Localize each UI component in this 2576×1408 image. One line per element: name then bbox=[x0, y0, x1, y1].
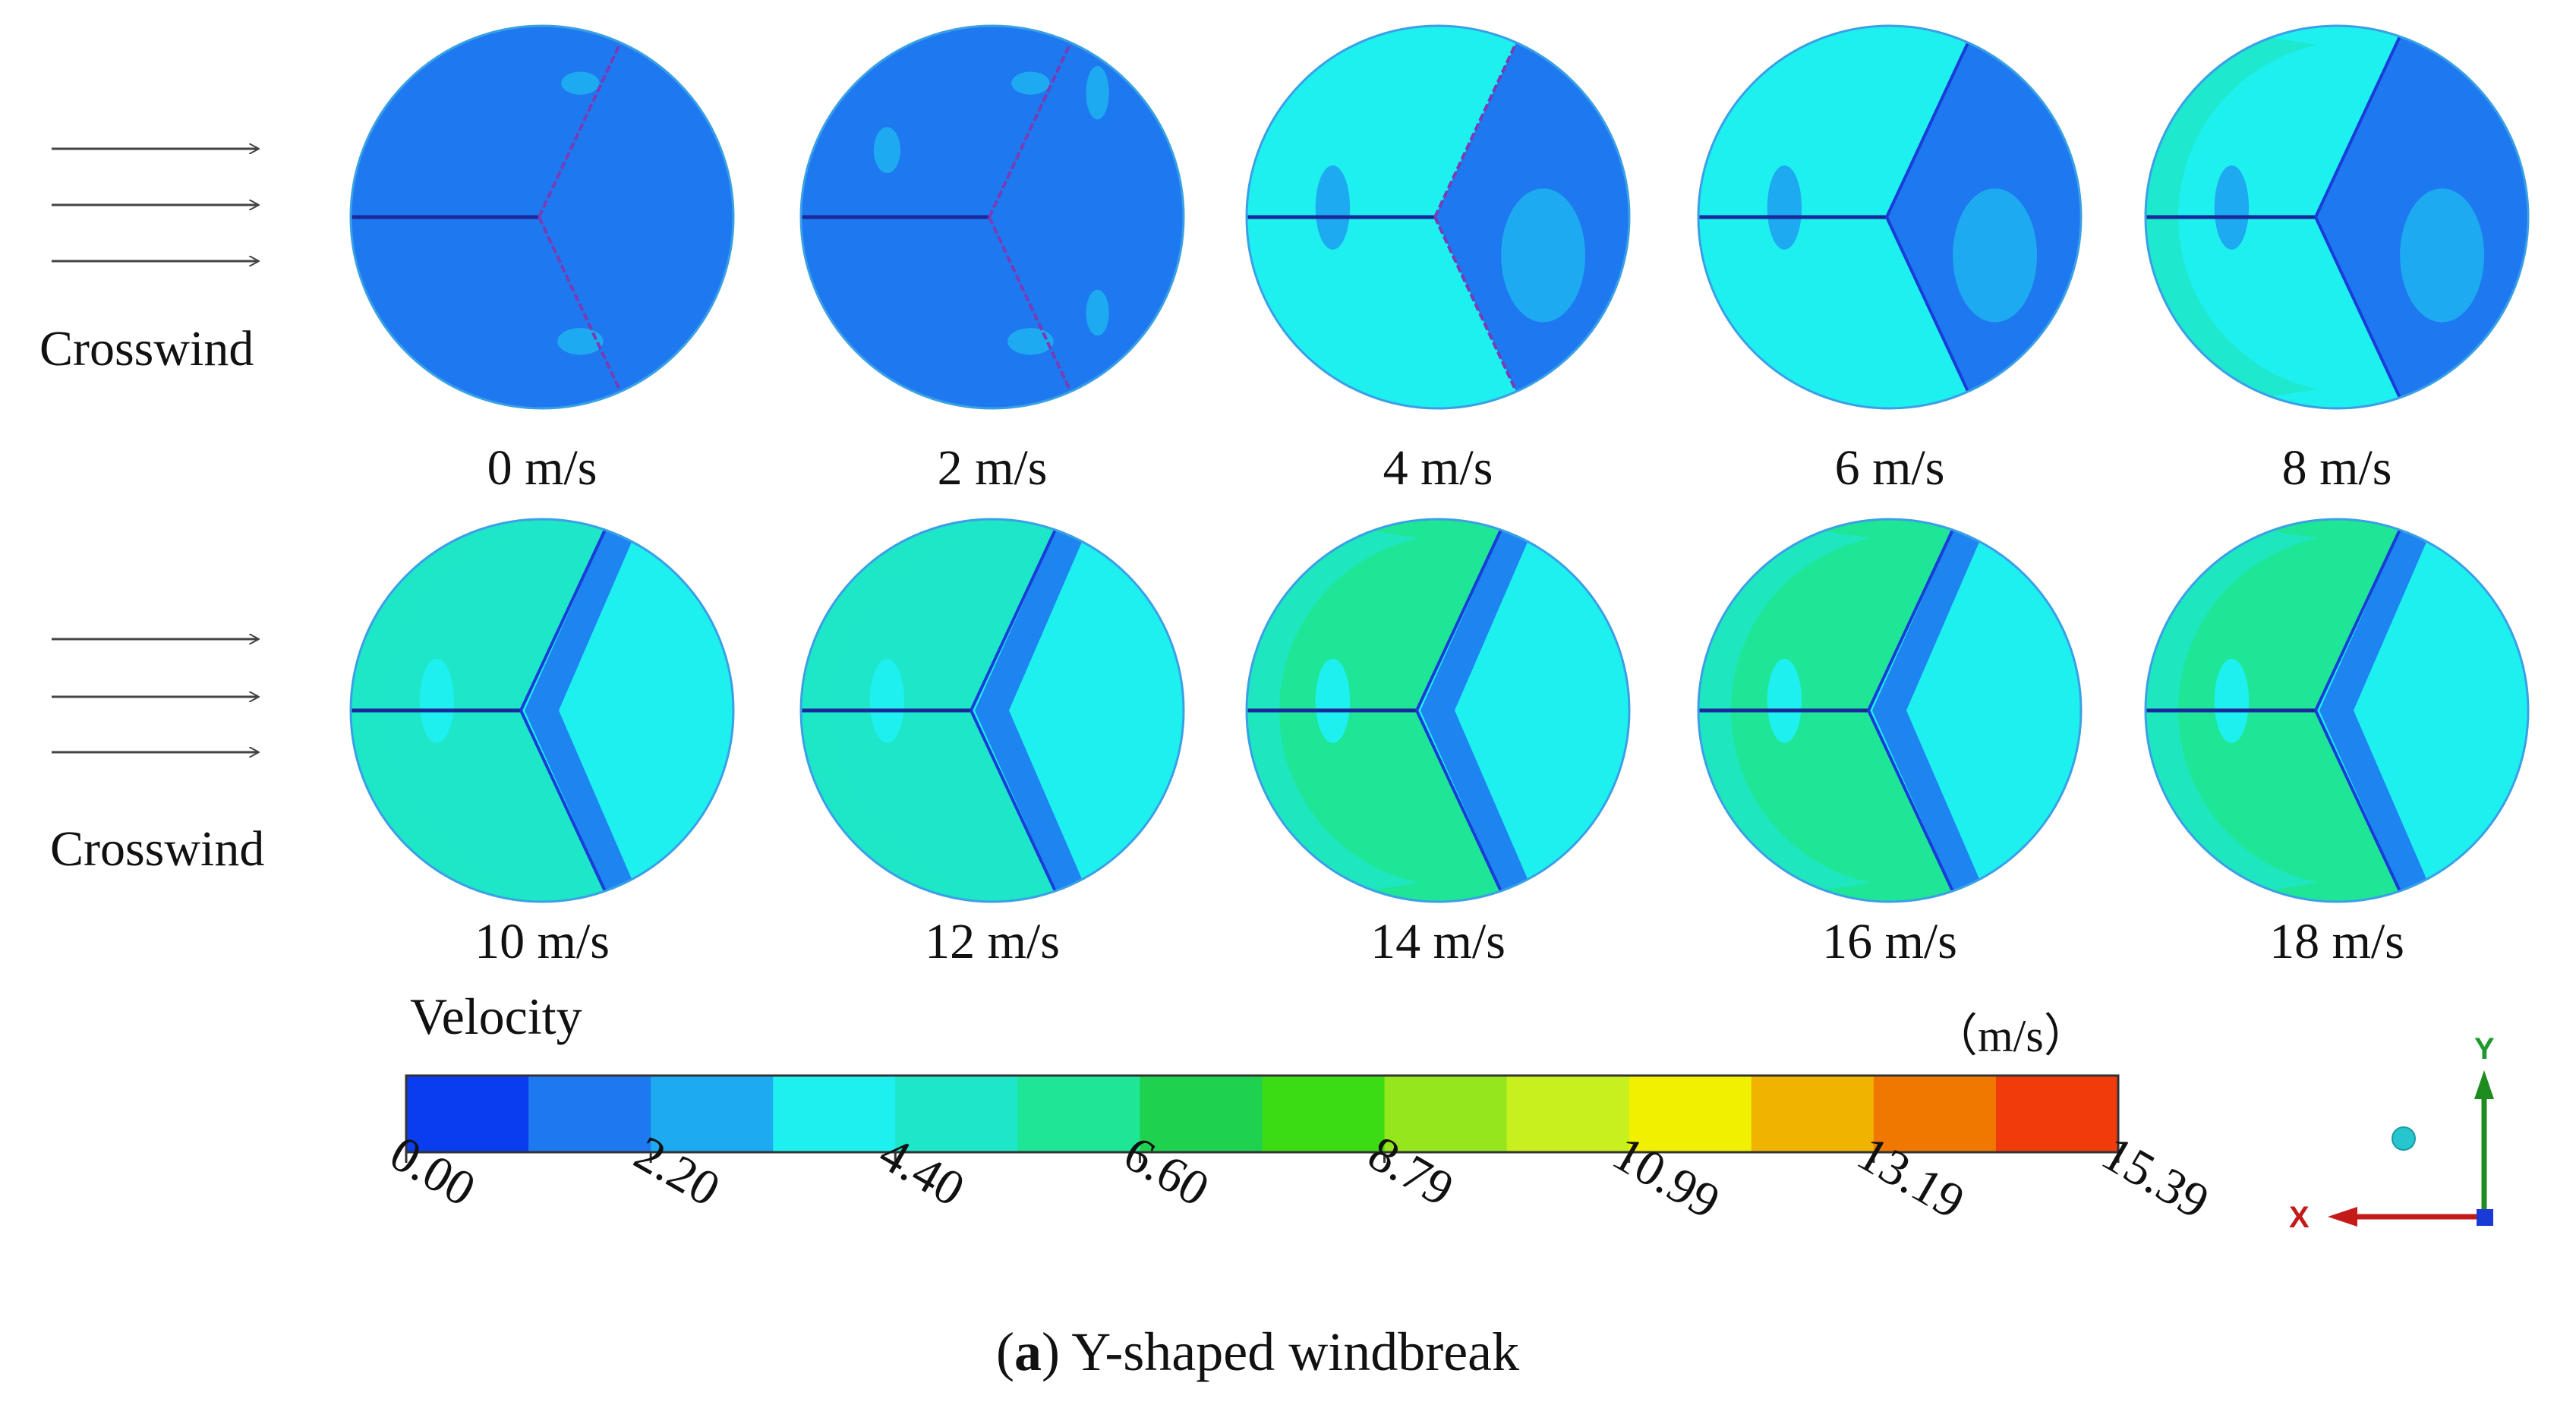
crosswind-label-row2: Crosswind bbox=[50, 821, 264, 877]
colorbar-swatch bbox=[1629, 1076, 1752, 1152]
panel-speed-label: 18 m/s bbox=[2269, 914, 2404, 969]
contour-panel: 6 m/s bbox=[1697, 24, 2083, 496]
panel-speed-label: 10 m/s bbox=[475, 914, 610, 969]
y-axis-arrow-icon bbox=[2474, 1070, 2494, 1099]
colorbar-swatch bbox=[895, 1076, 1018, 1152]
caption-label: a bbox=[1014, 1321, 1042, 1382]
contour-panel: 10 m/s bbox=[349, 518, 735, 969]
contour-panel: 18 m/s bbox=[2144, 518, 2530, 969]
x-axis-label: X bbox=[2289, 1201, 2310, 1234]
colorbar-swatch bbox=[651, 1076, 774, 1152]
contour-panel: 12 m/s bbox=[799, 518, 1185, 969]
colorbar-title: Velocity bbox=[410, 987, 582, 1045]
colorbar-swatch bbox=[1506, 1076, 1630, 1152]
colorbar-swatch bbox=[1017, 1076, 1140, 1152]
colorbar-swatch bbox=[1262, 1076, 1386, 1152]
contour-panel: 14 m/s bbox=[1245, 518, 1631, 969]
colorbar: 0.00 2.20 4.40 6.60 8.79 10.99 13.19 15.39 bbox=[381, 1074, 2218, 1230]
crosswind-label-row1: Crosswind bbox=[39, 321, 254, 376]
origin-sphere-icon bbox=[2392, 1126, 2416, 1151]
colorbar-swatch bbox=[773, 1076, 896, 1152]
contour-panels: 0 m/s 2 m/s 4 m/s 6 m/s 8 m/s 10 m/s 12 m/s 14 … bbox=[349, 24, 2530, 969]
colorbar-unit: （m/s） bbox=[1932, 1011, 2089, 1061]
contour-panel: 4 m/s bbox=[1245, 24, 1631, 496]
colorbar-frame bbox=[405, 1074, 2120, 1154]
panel-speed-label: 16 m/s bbox=[1822, 914, 1957, 969]
colorbar-swatch bbox=[528, 1076, 651, 1152]
colorbar-swatch bbox=[1995, 1076, 2119, 1152]
colorbar-swatch bbox=[1873, 1076, 1997, 1152]
crosswind-arrows-row1 bbox=[52, 149, 258, 261]
figure-caption: (a) Y-shaped windbreak bbox=[996, 1321, 1519, 1382]
panel-speed-label: 12 m/s bbox=[925, 914, 1060, 969]
contour-panel: 2 m/s bbox=[799, 24, 1185, 496]
z-axis-icon bbox=[2477, 1209, 2493, 1226]
colorbar-swatch bbox=[406, 1076, 529, 1152]
panel-speed-label: 4 m/s bbox=[1383, 440, 1493, 496]
y-axis-label: Y bbox=[2474, 1032, 2495, 1066]
panel-speed-label: 14 m/s bbox=[1370, 914, 1506, 969]
contour-panel: 0 m/s bbox=[349, 24, 735, 496]
colorbar-swatch bbox=[1140, 1076, 1263, 1152]
contour-panel: 8 m/s bbox=[2144, 24, 2530, 496]
colorbar-tick-label: 15.39 bbox=[2093, 1126, 2218, 1230]
axes-triad: Y X bbox=[2289, 1032, 2495, 1234]
panel-speed-label: 0 m/s bbox=[487, 440, 597, 496]
x-axis-arrow-icon bbox=[2328, 1207, 2357, 1227]
colorbar-swatch bbox=[1751, 1076, 1874, 1152]
panel-speed-label: 6 m/s bbox=[1835, 440, 1945, 496]
panel-speed-label: 8 m/s bbox=[2282, 440, 2392, 496]
caption-text: Y-shaped windbreak bbox=[1071, 1321, 1519, 1382]
crosswind-arrows-row2 bbox=[52, 639, 258, 752]
colorbar-swatch bbox=[1384, 1076, 1508, 1152]
contour-panel: 16 m/s bbox=[1697, 518, 2083, 969]
panel-speed-label: 2 m/s bbox=[938, 440, 1048, 496]
